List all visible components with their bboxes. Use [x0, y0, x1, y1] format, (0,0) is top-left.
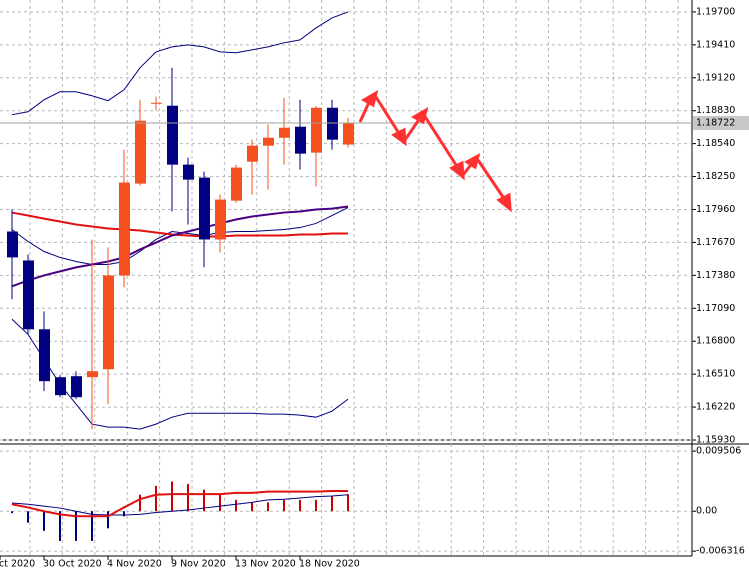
candle-body [215, 199, 226, 240]
y-tick-label: 1.16510 [696, 369, 735, 380]
arrow [476, 159, 507, 201]
y-tick-label: 1.18540 [696, 138, 735, 149]
y-tick-label: 1.19700 [696, 6, 735, 17]
y-tick-label: 0.009506 [696, 446, 741, 457]
candle-body [103, 275, 114, 370]
candle-body [39, 329, 50, 382]
candle-body [71, 376, 82, 398]
y-tick-label: 1.17670 [696, 237, 735, 248]
y-tick-label: 1.17960 [696, 204, 735, 215]
arrow [374, 96, 402, 136]
y-tick-label: 1.16800 [696, 336, 735, 347]
current-price-label: 1.18722 [696, 117, 735, 128]
candle-body [343, 122, 354, 145]
candle-body [23, 260, 34, 330]
candle-body [279, 127, 290, 138]
candle-body [295, 126, 306, 154]
current-price-box [693, 115, 749, 130]
indicator-line [11, 494, 349, 516]
candle-body [167, 105, 178, 165]
candle-body [55, 377, 66, 396]
y-tick-label: -0.006316 [696, 546, 745, 557]
candle-body [327, 107, 338, 140]
indicator-line [11, 318, 349, 430]
candle-body [247, 145, 258, 162]
x-tick-label: 9 Nov 2020 [171, 559, 226, 570]
y-tick-label: 1.19410 [696, 39, 735, 50]
candle-body [183, 164, 194, 180]
y-tick-label: 1.17090 [696, 303, 735, 314]
y-tick-label: 1.19120 [696, 72, 735, 83]
indicator-line [11, 11, 349, 116]
candle-body [263, 137, 274, 146]
x-tick-label: 4 Nov 2020 [107, 559, 162, 570]
arrow [422, 114, 460, 169]
y-tick-label: 1.15930 [696, 435, 735, 446]
indicator-line [11, 205, 349, 288]
grid [0, 0, 692, 556]
x-tick-label: 30 Oct 2020 [43, 559, 102, 570]
y-tick-label: 1.18830 [696, 105, 735, 116]
x-tick-label: 18 Nov 2020 [299, 559, 360, 570]
plot [0, 11, 692, 541]
arrow-head [391, 127, 407, 147]
arrow-head [496, 192, 512, 213]
candle-body [151, 102, 162, 104]
y-tick-label: 1.16220 [696, 402, 735, 413]
arrow-head [360, 89, 379, 108]
forecast-arrows [358, 89, 512, 213]
candle-body [199, 177, 210, 240]
candle-body [135, 120, 146, 184]
arrow-head [449, 160, 465, 181]
y-tick-label: 0.00 [696, 506, 717, 517]
candle-body [231, 167, 242, 201]
indicator-line [11, 211, 348, 238]
candle-body [119, 182, 130, 276]
candle-body [87, 371, 98, 378]
arrow [403, 117, 422, 141]
indicator-line [11, 489, 348, 518]
candle-body [7, 231, 18, 258]
y-tick-label: 1.17380 [696, 270, 735, 281]
axes: 1.19700 1.19410 1.19120 1.18830 1.18540 1.182… [0, 6, 749, 570]
y-tick-label: 1.18250 [696, 171, 735, 182]
arrow-head [464, 152, 481, 170]
x-tick-label: 13 Nov 2020 [235, 559, 296, 570]
candle-body [311, 107, 322, 153]
x-tick-label: ct 2020 [0, 559, 35, 570]
